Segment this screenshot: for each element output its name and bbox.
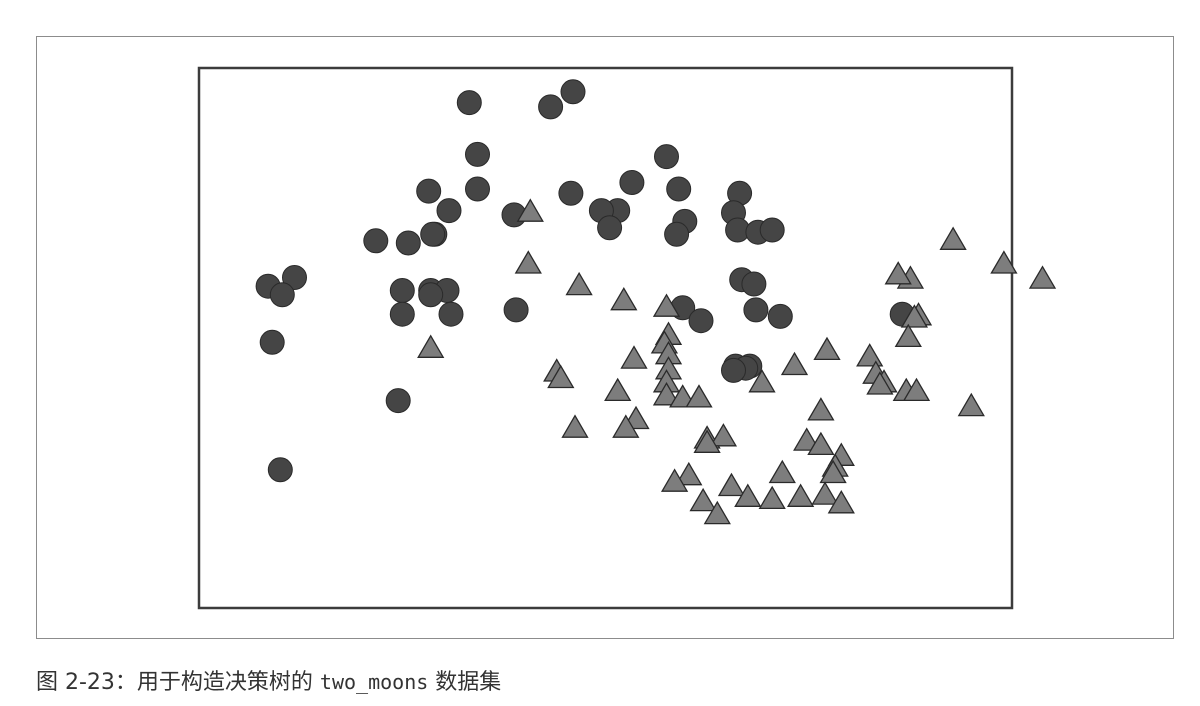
triangle-point xyxy=(734,483,762,507)
triangle-point xyxy=(685,384,713,408)
caption-suffix: 数据集 xyxy=(428,670,502,695)
triangle-point xyxy=(516,198,544,222)
markers-layer xyxy=(255,79,1057,525)
triangle-point xyxy=(604,377,632,402)
triangle-point xyxy=(957,392,985,417)
triangle-point xyxy=(561,414,589,438)
circle-point xyxy=(420,221,446,247)
axes-border xyxy=(197,66,1014,610)
triangle-point xyxy=(693,429,721,453)
figure-frame xyxy=(36,36,1174,639)
circle-point xyxy=(654,144,679,170)
triangle-point xyxy=(990,250,1018,274)
triangle-point xyxy=(894,323,922,348)
circle-point xyxy=(456,90,482,116)
circle-point xyxy=(767,303,793,329)
circle-point xyxy=(503,297,529,323)
triangle-point xyxy=(703,500,731,525)
triangle-point xyxy=(807,397,835,421)
triangle-point xyxy=(900,304,929,328)
circle-point xyxy=(259,329,285,355)
circle-point xyxy=(664,221,690,247)
triangle-point xyxy=(856,343,884,367)
circle-point xyxy=(743,297,769,323)
triangle-point xyxy=(786,483,815,507)
triangle-point xyxy=(819,459,847,484)
circle-point xyxy=(389,301,415,327)
triangle-point xyxy=(620,345,648,369)
triangle-point xyxy=(807,431,835,456)
triangle-point xyxy=(939,226,967,250)
triangle-point xyxy=(811,481,839,505)
circle-point xyxy=(538,94,564,120)
circle-point xyxy=(465,176,490,202)
triangle-point xyxy=(612,414,640,438)
triangle-point xyxy=(709,423,738,447)
triangle-point xyxy=(793,427,821,451)
caption-prefix: 图 2-23：用于构造决策树的 xyxy=(36,670,320,695)
circle-point xyxy=(363,228,389,254)
circle-point xyxy=(436,198,462,224)
triangle-point xyxy=(547,364,575,389)
circle-point xyxy=(688,308,714,334)
caption-code: two_moons xyxy=(319,670,429,694)
circle-point xyxy=(465,141,490,167)
triangle-point xyxy=(660,468,689,492)
circle-point xyxy=(666,176,692,202)
triangle-point xyxy=(652,382,681,406)
circle-point xyxy=(560,79,586,105)
circle-point xyxy=(418,282,444,308)
circle-point xyxy=(267,457,293,483)
circle-point xyxy=(438,301,464,327)
circle-point xyxy=(269,282,295,308)
figure-caption: 图 2-23：用于构造决策树的 two_moons 数据集 xyxy=(36,664,501,696)
circle-point xyxy=(389,278,415,303)
circle-point xyxy=(416,178,442,204)
circle-point xyxy=(597,215,623,241)
circle-point xyxy=(619,170,645,195)
circle-point xyxy=(741,271,767,297)
triangle-point xyxy=(610,287,638,311)
triangle-point xyxy=(827,490,855,514)
triangle-point xyxy=(689,487,717,512)
circle-point xyxy=(395,230,421,256)
triangle-point xyxy=(780,351,809,376)
triangle-point xyxy=(758,485,786,510)
triangle-point xyxy=(768,459,796,484)
triangle-point xyxy=(1028,265,1057,289)
circle-point xyxy=(282,265,307,290)
circle-point xyxy=(759,217,785,243)
triangle-point xyxy=(675,461,703,486)
circle-point xyxy=(558,180,584,206)
triangle-point xyxy=(866,371,894,395)
circle-point xyxy=(385,388,411,414)
triangle-point xyxy=(902,377,931,402)
triangle-point xyxy=(748,369,776,393)
triangle-point xyxy=(652,293,681,317)
triangle-point xyxy=(565,271,593,296)
triangle-point xyxy=(417,334,445,358)
scatter-plot xyxy=(197,66,1057,610)
triangle-point xyxy=(514,250,542,274)
circle-point xyxy=(721,357,746,383)
triangle-point xyxy=(717,472,746,497)
triangle-point xyxy=(884,261,912,285)
triangle-point xyxy=(813,336,841,361)
